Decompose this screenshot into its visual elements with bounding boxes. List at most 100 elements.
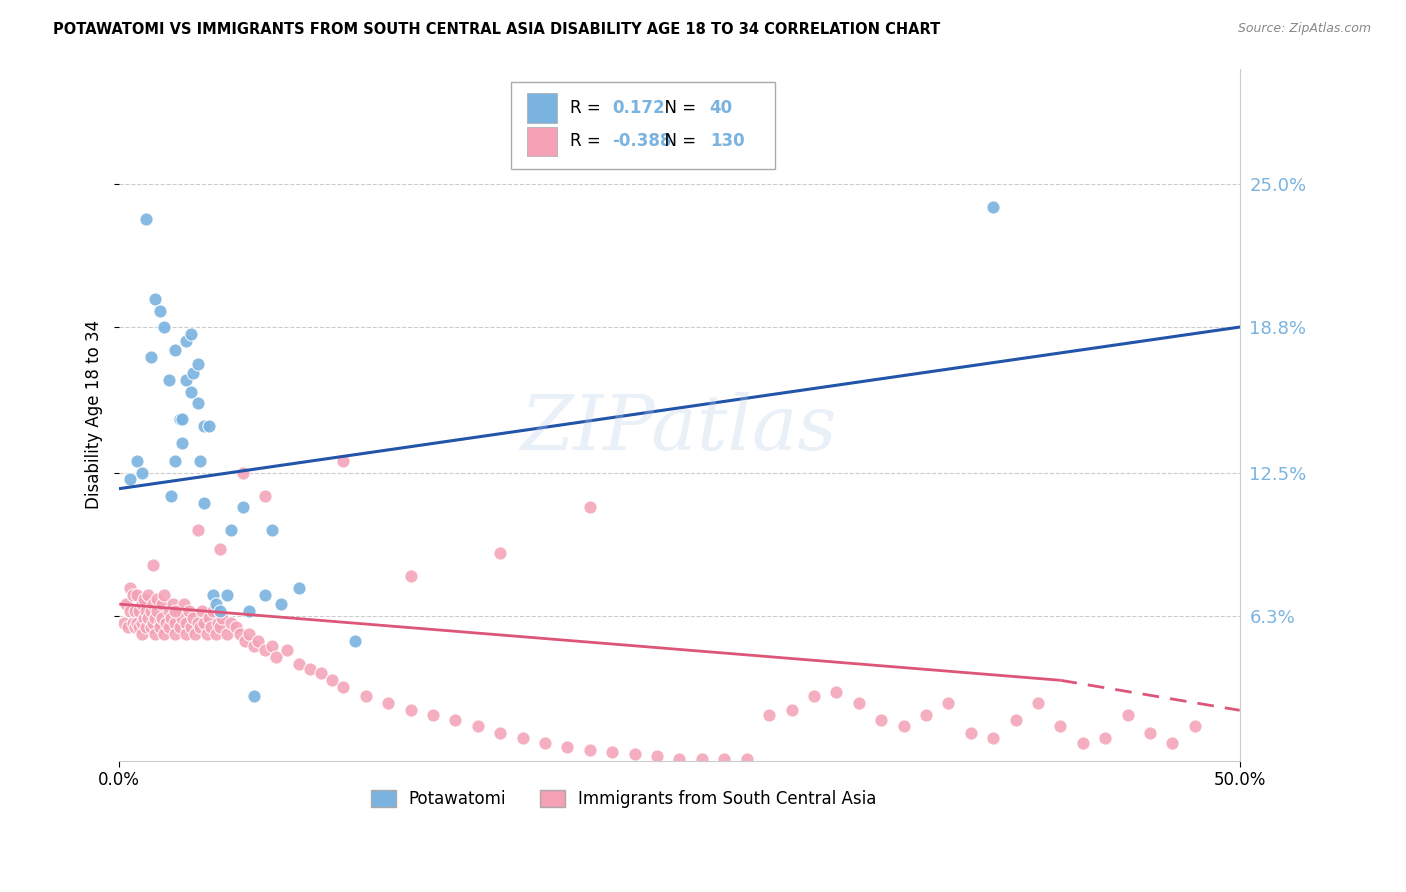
Point bbox=[128, 620, 150, 634]
Point bbox=[309, 666, 332, 681]
Point bbox=[193, 495, 215, 509]
Point bbox=[142, 558, 165, 572]
Point bbox=[138, 588, 160, 602]
Point bbox=[668, 752, 690, 766]
Point bbox=[139, 620, 162, 634]
Point bbox=[260, 523, 283, 537]
Point bbox=[181, 611, 204, 625]
Point bbox=[579, 500, 602, 515]
Point bbox=[121, 588, 143, 602]
Point bbox=[180, 384, 202, 399]
Point bbox=[176, 334, 198, 348]
Point bbox=[135, 604, 157, 618]
Text: ZIPatlas: ZIPatlas bbox=[522, 392, 838, 466]
Point bbox=[187, 396, 209, 410]
Point bbox=[153, 588, 176, 602]
Point bbox=[825, 685, 848, 699]
Point bbox=[204, 627, 226, 641]
Point bbox=[191, 604, 214, 618]
Point bbox=[242, 690, 264, 704]
Point bbox=[399, 569, 422, 583]
Point bbox=[231, 500, 253, 515]
Point bbox=[120, 604, 142, 618]
Point bbox=[623, 747, 645, 761]
Point bbox=[143, 627, 166, 641]
Point bbox=[165, 343, 187, 358]
Point bbox=[377, 697, 399, 711]
Point bbox=[1184, 719, 1206, 733]
Point bbox=[149, 615, 172, 630]
FancyBboxPatch shape bbox=[527, 94, 557, 122]
Point bbox=[169, 412, 191, 426]
Point bbox=[138, 611, 160, 625]
Point bbox=[215, 627, 238, 641]
Point bbox=[165, 615, 187, 630]
Text: 40: 40 bbox=[710, 99, 733, 117]
Point bbox=[139, 350, 162, 364]
Point bbox=[287, 657, 309, 672]
Point bbox=[238, 604, 260, 618]
Point bbox=[332, 680, 354, 694]
Point bbox=[287, 581, 309, 595]
Point bbox=[142, 615, 165, 630]
Point bbox=[143, 611, 166, 625]
Text: N =: N = bbox=[654, 132, 702, 150]
Text: -0.388: -0.388 bbox=[612, 132, 672, 150]
Point bbox=[870, 713, 893, 727]
Point bbox=[150, 597, 173, 611]
Point bbox=[180, 326, 202, 341]
FancyBboxPatch shape bbox=[527, 127, 557, 156]
Point bbox=[162, 597, 184, 611]
Point bbox=[209, 620, 232, 634]
Point bbox=[173, 597, 195, 611]
Point bbox=[1071, 736, 1094, 750]
Point bbox=[1049, 719, 1071, 733]
Point bbox=[399, 703, 422, 717]
Point bbox=[146, 604, 169, 618]
Point bbox=[165, 454, 187, 468]
Point bbox=[264, 650, 287, 665]
Point bbox=[332, 454, 354, 468]
Point bbox=[132, 611, 155, 625]
Point bbox=[200, 620, 222, 634]
Point bbox=[422, 707, 444, 722]
Point bbox=[959, 726, 981, 740]
Point bbox=[188, 620, 211, 634]
Text: N =: N = bbox=[654, 99, 702, 117]
Point bbox=[233, 634, 256, 648]
Point bbox=[124, 604, 146, 618]
Point bbox=[166, 604, 188, 618]
Point bbox=[1116, 707, 1139, 722]
Point bbox=[157, 373, 180, 387]
Point bbox=[1094, 731, 1116, 745]
Point bbox=[1004, 713, 1026, 727]
Point bbox=[195, 627, 218, 641]
Point bbox=[157, 620, 180, 634]
Point bbox=[165, 627, 187, 641]
Point bbox=[135, 620, 157, 634]
Point bbox=[207, 615, 229, 630]
Point bbox=[146, 592, 169, 607]
Point bbox=[159, 489, 181, 503]
Text: Source: ZipAtlas.com: Source: ZipAtlas.com bbox=[1237, 22, 1371, 36]
Point bbox=[204, 597, 226, 611]
Point bbox=[193, 419, 215, 434]
Point bbox=[187, 357, 209, 371]
Point bbox=[1139, 726, 1161, 740]
Point bbox=[159, 611, 181, 625]
Point bbox=[209, 541, 232, 556]
Point bbox=[467, 719, 489, 733]
Point bbox=[225, 620, 247, 634]
Point bbox=[260, 639, 283, 653]
Point bbox=[193, 615, 215, 630]
Point bbox=[120, 581, 142, 595]
Point bbox=[188, 454, 211, 468]
Point bbox=[149, 620, 172, 634]
Point bbox=[184, 627, 207, 641]
Point bbox=[202, 588, 225, 602]
Point bbox=[690, 752, 713, 766]
Point bbox=[139, 604, 162, 618]
Point bbox=[242, 639, 264, 653]
Point bbox=[181, 366, 204, 380]
Point bbox=[121, 615, 143, 630]
